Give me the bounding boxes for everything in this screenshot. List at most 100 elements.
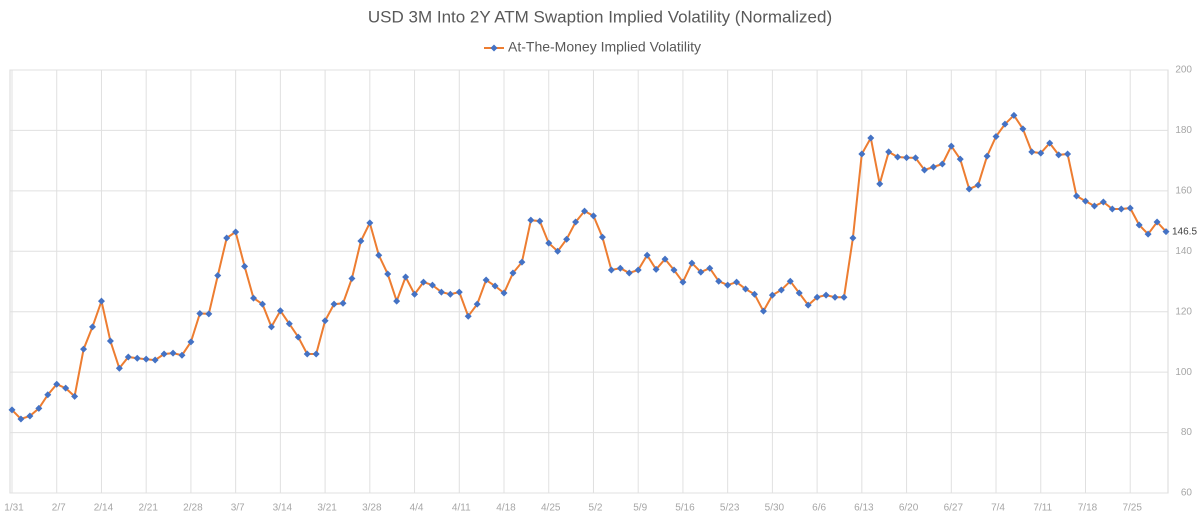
data-point (455, 288, 463, 296)
data-point (411, 290, 419, 298)
y-tick-label: 140 (1175, 246, 1192, 257)
data-point (393, 297, 401, 305)
data-point (661, 255, 669, 263)
data-point (572, 218, 580, 226)
x-tick-label: 7/25 (1122, 503, 1142, 514)
data-point (80, 345, 88, 353)
x-tick-label: 3/28 (362, 503, 382, 514)
data-point (1046, 139, 1054, 147)
data-point (89, 323, 97, 331)
x-tick-label: 5/2 (589, 503, 603, 514)
data-point (1117, 205, 1125, 213)
y-tick-label: 200 (1175, 65, 1192, 76)
data-point (1019, 125, 1027, 133)
data-point (840, 293, 848, 301)
x-tick-label: 5/9 (633, 503, 647, 514)
data-point (858, 150, 866, 158)
data-point (974, 181, 982, 189)
data-point (706, 264, 714, 272)
data-point (464, 312, 472, 320)
y-tick-label: 120 (1175, 306, 1192, 317)
data-point (1099, 198, 1107, 206)
data-point (992, 132, 1000, 140)
x-tick-label: 6/6 (812, 503, 826, 514)
legend-label: At-The-Money Implied Volatility (508, 39, 701, 55)
x-tick-label: 3/7 (231, 503, 245, 514)
x-tick-label: 7/4 (991, 503, 1005, 514)
data-point (894, 153, 902, 161)
data-point (903, 154, 911, 162)
data-point (652, 265, 660, 273)
data-point (625, 269, 633, 277)
data-point (285, 320, 293, 328)
data-point (867, 134, 875, 142)
data-point (1081, 197, 1089, 205)
data-point (303, 350, 311, 358)
x-tick-label: 3/21 (317, 503, 337, 514)
data-point (1090, 202, 1098, 210)
x-tick-label: 1/31 (4, 503, 24, 514)
data-point (831, 293, 839, 301)
data-point (876, 180, 884, 188)
y-tick-label: 80 (1181, 427, 1193, 438)
data-point (160, 350, 168, 358)
data-point (581, 207, 589, 215)
data-point (294, 333, 302, 341)
data-point (598, 233, 606, 241)
legend-marker (490, 44, 498, 52)
x-tick-label: 4/11 (452, 503, 471, 514)
data-point (44, 391, 52, 399)
data-point (106, 337, 114, 345)
data-point (384, 270, 392, 278)
y-tick-label: 60 (1181, 488, 1193, 499)
data-point (53, 380, 61, 388)
x-tick-label: 7/11 (1033, 503, 1052, 514)
data-point (17, 415, 25, 423)
data-point (688, 259, 696, 267)
data-point (62, 384, 70, 392)
data-point (786, 277, 794, 285)
data-point (357, 237, 365, 245)
data-point (241, 262, 249, 270)
data-point (920, 166, 928, 174)
data-point (312, 350, 320, 358)
data-point (375, 251, 383, 259)
data-point (1162, 228, 1170, 236)
x-tick-label: 2/21 (138, 503, 158, 514)
chart-title: USD 3M Into 2Y ATM Swaption Implied Vola… (368, 7, 832, 26)
data-point (1010, 111, 1018, 119)
data-point (536, 217, 544, 225)
data-point (267, 323, 275, 331)
data-point (258, 300, 266, 308)
data-point (196, 310, 204, 318)
data-point (1037, 149, 1045, 157)
data-point (1073, 192, 1081, 200)
data-point (437, 288, 445, 296)
x-tick-label: 2/7 (52, 503, 66, 514)
data-point (607, 266, 615, 274)
data-point (885, 148, 893, 156)
data-point (1108, 205, 1116, 213)
data-point (527, 216, 535, 224)
data-point (446, 290, 454, 298)
data-point (1144, 230, 1152, 238)
data-point (151, 356, 159, 364)
data-point (420, 278, 428, 286)
data-point (956, 155, 964, 163)
x-tick-label: 4/18 (496, 503, 516, 514)
y-tick-label: 100 (1175, 367, 1192, 378)
data-point (187, 338, 195, 346)
data-point (634, 266, 642, 274)
data-point (124, 353, 132, 361)
data-point (26, 412, 34, 420)
x-tick-label: 4/4 (410, 503, 424, 514)
data-point (250, 294, 258, 302)
y-tick-label: 160 (1175, 185, 1192, 196)
data-point (697, 268, 705, 276)
data-point (115, 364, 123, 372)
data-point (1055, 151, 1063, 159)
data-point (35, 404, 43, 412)
data-point (428, 281, 436, 289)
data-point (518, 258, 526, 266)
